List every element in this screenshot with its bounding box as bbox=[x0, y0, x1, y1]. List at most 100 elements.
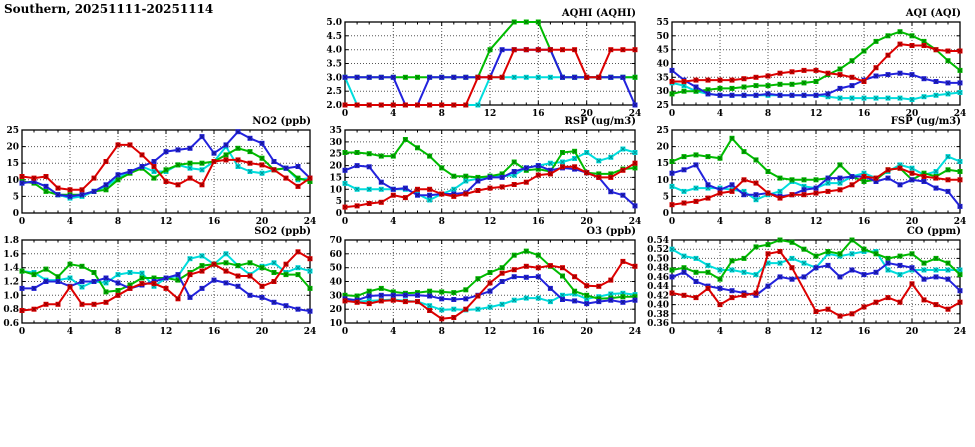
svg-text:16: 16 bbox=[532, 327, 545, 337]
chart-no2: 0 5 10 15 20 25 0 4 8 12 16 20 24 NO2 (ppb) bbox=[0, 116, 319, 229]
svg-text:45: 45 bbox=[656, 46, 669, 56]
svg-text:16: 16 bbox=[208, 327, 221, 337]
svg-text:0.38: 0.38 bbox=[647, 310, 669, 320]
svg-text:20: 20 bbox=[906, 109, 919, 119]
svg-text:24: 24 bbox=[629, 217, 642, 227]
svg-text:12: 12 bbox=[484, 327, 497, 337]
chart-title-co: CO (ppm) bbox=[906, 226, 961, 237]
svg-text:0.42: 0.42 bbox=[647, 291, 669, 301]
svg-text:16: 16 bbox=[858, 327, 871, 337]
svg-text:0: 0 bbox=[342, 217, 348, 227]
svg-text:5: 5 bbox=[336, 197, 342, 207]
svg-text:24: 24 bbox=[954, 217, 967, 227]
page-title: Southern, 20251111-20251114 bbox=[4, 2, 214, 16]
svg-text:20: 20 bbox=[329, 162, 342, 172]
aqi-plot: 25 30 35 40 45 50 55 0 4 8 12 16 20 24 bbox=[656, 18, 967, 119]
svg-text:16: 16 bbox=[532, 217, 545, 227]
svg-text:0.44: 0.44 bbox=[647, 282, 669, 292]
svg-text:16: 16 bbox=[532, 109, 545, 119]
svg-text:0.48: 0.48 bbox=[647, 264, 669, 274]
svg-text:15: 15 bbox=[6, 159, 19, 169]
svg-text:20: 20 bbox=[906, 217, 919, 227]
svg-text:4: 4 bbox=[390, 109, 396, 119]
chart-aqhi: 2.0 2.5 3.0 3.5 4.0 4.5 5.0 0 4 8 12 16 20 24 AQHI (A… bbox=[315, 8, 644, 121]
svg-text:5.0: 5.0 bbox=[326, 18, 342, 28]
svg-text:20: 20 bbox=[580, 109, 593, 119]
aqhi-plot: 2.0 2.5 3.0 3.5 4.0 4.5 5.0 0 4 8 12 16 20 24 bbox=[326, 18, 642, 119]
svg-text:20: 20 bbox=[256, 217, 269, 227]
svg-text:12: 12 bbox=[160, 327, 173, 337]
svg-text:10: 10 bbox=[329, 185, 342, 195]
svg-text:25: 25 bbox=[329, 150, 342, 160]
svg-text:3.0: 3.0 bbox=[326, 73, 342, 83]
svg-text:0: 0 bbox=[19, 327, 25, 337]
svg-text:0: 0 bbox=[336, 209, 342, 219]
svg-text:8: 8 bbox=[439, 327, 445, 337]
svg-text:12: 12 bbox=[810, 109, 823, 119]
svg-text:24: 24 bbox=[954, 327, 967, 337]
svg-text:35: 35 bbox=[656, 73, 669, 83]
svg-text:4.5: 4.5 bbox=[326, 32, 342, 42]
svg-text:12: 12 bbox=[810, 217, 823, 227]
no2-plot: 0 5 10 15 20 25 0 4 8 12 16 20 24 bbox=[6, 126, 317, 227]
svg-text:24: 24 bbox=[629, 327, 642, 337]
svg-text:8: 8 bbox=[439, 109, 445, 119]
svg-text:20: 20 bbox=[6, 143, 19, 153]
svg-text:24: 24 bbox=[954, 109, 967, 119]
svg-text:50: 50 bbox=[656, 32, 669, 42]
svg-text:8: 8 bbox=[115, 217, 121, 227]
svg-text:0.40: 0.40 bbox=[647, 301, 669, 311]
svg-text:5: 5 bbox=[663, 192, 669, 202]
o3-plot: 10 20 30 40 50 60 70 0 4 8 12 16 20 24 bbox=[329, 236, 642, 337]
svg-text:12: 12 bbox=[484, 109, 497, 119]
svg-text:0.46: 0.46 bbox=[647, 273, 669, 283]
svg-text:60: 60 bbox=[329, 250, 342, 260]
svg-text:10: 10 bbox=[656, 176, 669, 186]
svg-text:55: 55 bbox=[656, 18, 669, 28]
so2-plot: 0.6 0.8 1.0 1.2 1.4 1.6 1.8 0 4 8 12 16 20 24 bbox=[3, 236, 316, 337]
chart-fsp: 0 5 10 15 20 25 0 4 8 12 16 20 24 FSP (ug/m3) bbox=[642, 116, 969, 229]
svg-text:0: 0 bbox=[669, 217, 675, 227]
svg-text:50: 50 bbox=[329, 264, 342, 274]
svg-text:8: 8 bbox=[115, 327, 121, 337]
chart-title-aqi: AQI (AQI) bbox=[905, 8, 961, 19]
svg-text:10: 10 bbox=[329, 319, 342, 329]
svg-text:16: 16 bbox=[858, 217, 871, 227]
co-plot: 0.360.380.400.420.440.460.480.500.520.54… bbox=[647, 236, 967, 337]
svg-text:0.50: 0.50 bbox=[647, 254, 669, 264]
svg-text:5: 5 bbox=[13, 192, 19, 202]
chart-title-rsp: RSP (ug/m3) bbox=[564, 116, 636, 127]
chart-title-o3: O3 (ppb) bbox=[586, 226, 636, 237]
svg-text:1.0: 1.0 bbox=[3, 291, 19, 301]
svg-text:10: 10 bbox=[6, 176, 19, 186]
svg-text:0.36: 0.36 bbox=[647, 319, 669, 329]
svg-text:0: 0 bbox=[13, 209, 19, 219]
svg-text:4: 4 bbox=[717, 109, 723, 119]
svg-text:25: 25 bbox=[656, 101, 669, 111]
svg-text:70: 70 bbox=[329, 236, 342, 246]
svg-text:4: 4 bbox=[717, 217, 723, 227]
chart-aqi: 25 30 35 40 45 50 55 0 4 8 12 16 20 24 AQI (AQI) bbox=[642, 8, 969, 121]
svg-text:20: 20 bbox=[329, 305, 342, 315]
svg-text:0.52: 0.52 bbox=[647, 245, 669, 255]
svg-text:25: 25 bbox=[6, 126, 19, 136]
svg-text:1.2: 1.2 bbox=[3, 278, 19, 288]
svg-text:4: 4 bbox=[67, 217, 73, 227]
svg-text:25: 25 bbox=[656, 126, 669, 136]
svg-text:20: 20 bbox=[906, 327, 919, 337]
svg-text:0: 0 bbox=[19, 217, 25, 227]
svg-text:8: 8 bbox=[765, 327, 771, 337]
svg-text:8: 8 bbox=[439, 217, 445, 227]
svg-text:0: 0 bbox=[669, 109, 675, 119]
svg-text:20: 20 bbox=[656, 143, 669, 153]
svg-text:16: 16 bbox=[858, 109, 871, 119]
svg-text:0: 0 bbox=[342, 109, 348, 119]
svg-text:30: 30 bbox=[656, 87, 669, 97]
svg-text:3.5: 3.5 bbox=[326, 60, 342, 70]
svg-text:0.54: 0.54 bbox=[647, 236, 669, 246]
svg-text:24: 24 bbox=[629, 109, 642, 119]
svg-text:4: 4 bbox=[717, 327, 723, 337]
svg-text:24: 24 bbox=[304, 217, 317, 227]
fsp-plot: 0 5 10 15 20 25 0 4 8 12 16 20 24 bbox=[656, 126, 967, 227]
